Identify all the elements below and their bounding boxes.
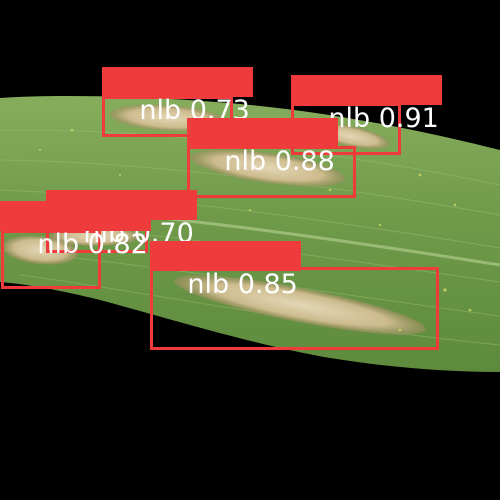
detection-label-5: nlb 0.82	[0, 201, 151, 259]
confidence-score: 0.85	[237, 269, 298, 300]
detection-box-5	[1, 230, 101, 289]
class-name: nlb	[187, 269, 230, 300]
confidence-score: 0.82	[87, 229, 148, 260]
lesion	[190, 149, 346, 187]
detection-label-6: nlb 0.85	[150, 241, 301, 299]
class-name: nlb	[139, 95, 182, 126]
lesion	[174, 275, 426, 335]
leaf-blade	[0, 96, 500, 372]
confidence-score: 0.88	[274, 146, 335, 177]
class-name: nlb	[224, 146, 267, 177]
class-name: nlb	[37, 229, 80, 260]
detection-label-2: nlb 0.91	[291, 75, 442, 133]
confidence-score: 0.91	[378, 103, 439, 134]
detection-label-3: nlb 0.88	[187, 118, 338, 176]
detection-box-1	[102, 96, 233, 137]
lesion	[2, 235, 78, 265]
detection-label-1: nlb 0.73	[102, 67, 253, 125]
